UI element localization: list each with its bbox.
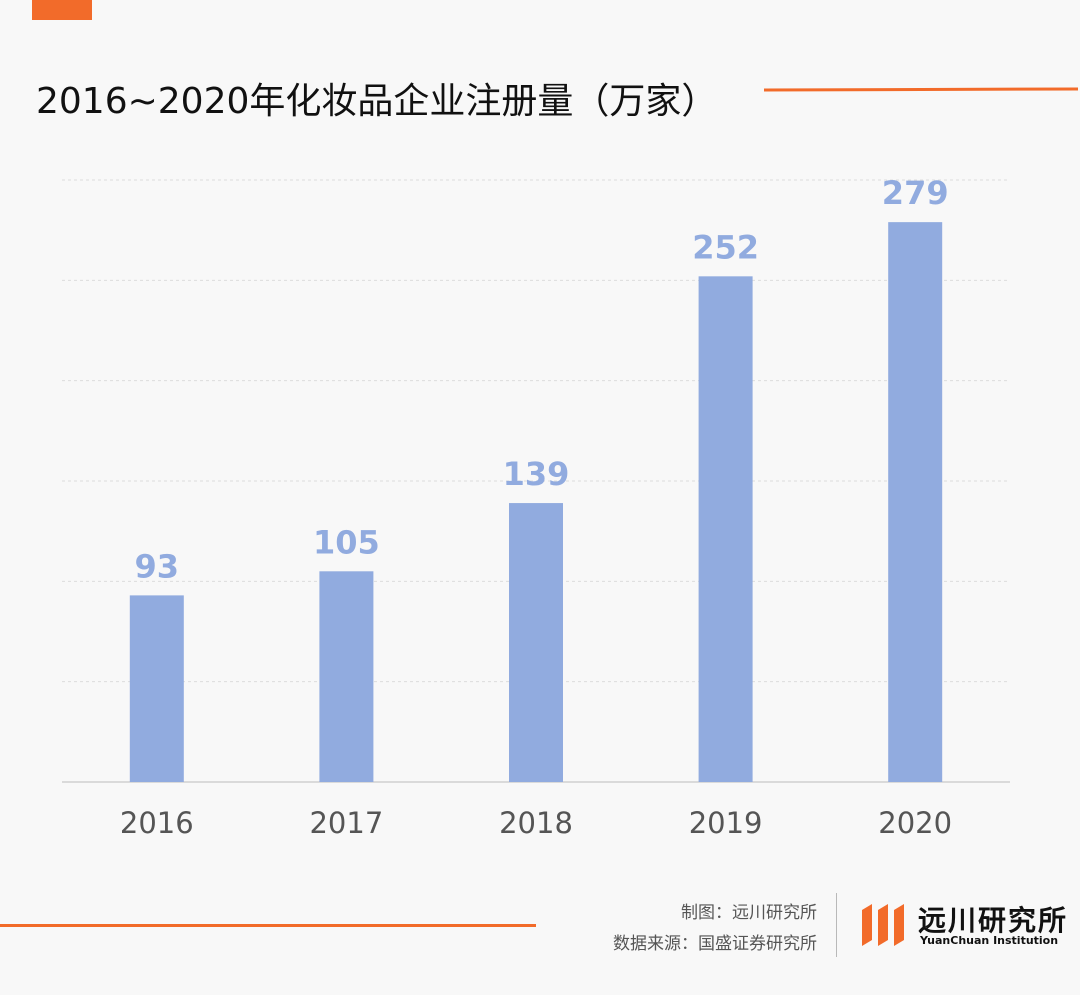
chart-title: 2016~2020年化妆品企业注册量（万家）: [36, 81, 718, 122]
top-accent-block: [32, 0, 92, 20]
bars: [129, 222, 943, 782]
bar-2019: [698, 276, 753, 782]
x-tick-2019: 2019: [689, 806, 763, 840]
chart-credit: 制图：远川研究所: [681, 903, 817, 923]
value-label-2017: 105: [313, 523, 380, 561]
data-source: 数据来源：国盛证券研究所: [613, 934, 817, 954]
x-tick-2017: 2017: [309, 806, 383, 840]
x-tick-2018: 2018: [499, 806, 573, 840]
yuanchuan-logo-icon: [862, 904, 904, 946]
x-tick-2016: 2016: [120, 806, 194, 840]
title-accent-rule: [763, 87, 1079, 92]
footer-divider: [836, 893, 837, 957]
logo-name-cn: 远川研究所: [918, 904, 1069, 937]
bar-2018: [509, 503, 563, 782]
bar-2016: [129, 595, 184, 782]
credits: 制图：远川研究所 数据来源：国盛证券研究所: [613, 898, 817, 960]
value-labels: 93 105 139 252 279: [135, 174, 949, 585]
value-label-2020: 279: [882, 174, 949, 212]
x-tick-2020: 2020: [878, 806, 952, 840]
bar-chart: 93 105 139 252 279 2016 2017 2018 2019 2020: [62, 174, 1010, 840]
x-tick-labels: 2016 2017 2018 2019 2020: [120, 806, 952, 840]
value-label-2018: 139: [503, 455, 570, 493]
value-label-2019: 252: [692, 228, 759, 266]
logo-name-en: YuanChuan Institution: [920, 934, 1059, 947]
bar-2020: [888, 222, 943, 782]
footer-accent-rule: [0, 924, 536, 927]
value-label-2016: 93: [135, 547, 180, 585]
bar-2017: [319, 571, 374, 782]
